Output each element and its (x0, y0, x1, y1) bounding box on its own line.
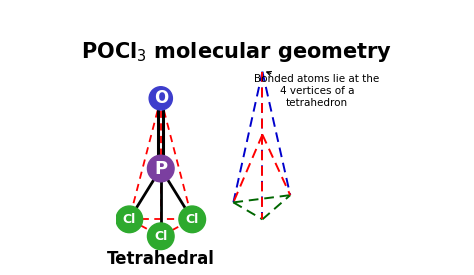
Text: Bonded atoms lie at the
4 vertices of a
tetrahedron: Bonded atoms lie at the 4 vertices of a … (254, 72, 380, 108)
Text: Cl: Cl (154, 230, 167, 243)
Circle shape (116, 206, 143, 233)
Text: Cl: Cl (186, 213, 199, 226)
Text: Tetrahedral: Tetrahedral (107, 250, 215, 268)
Text: O: O (154, 89, 168, 107)
Circle shape (147, 155, 174, 182)
Circle shape (179, 206, 206, 233)
Text: P: P (154, 160, 167, 178)
Text: POCl$_3$ molecular geometry: POCl$_3$ molecular geometry (82, 40, 392, 64)
Text: Cl: Cl (123, 213, 136, 226)
Circle shape (147, 223, 174, 250)
Circle shape (149, 87, 173, 110)
